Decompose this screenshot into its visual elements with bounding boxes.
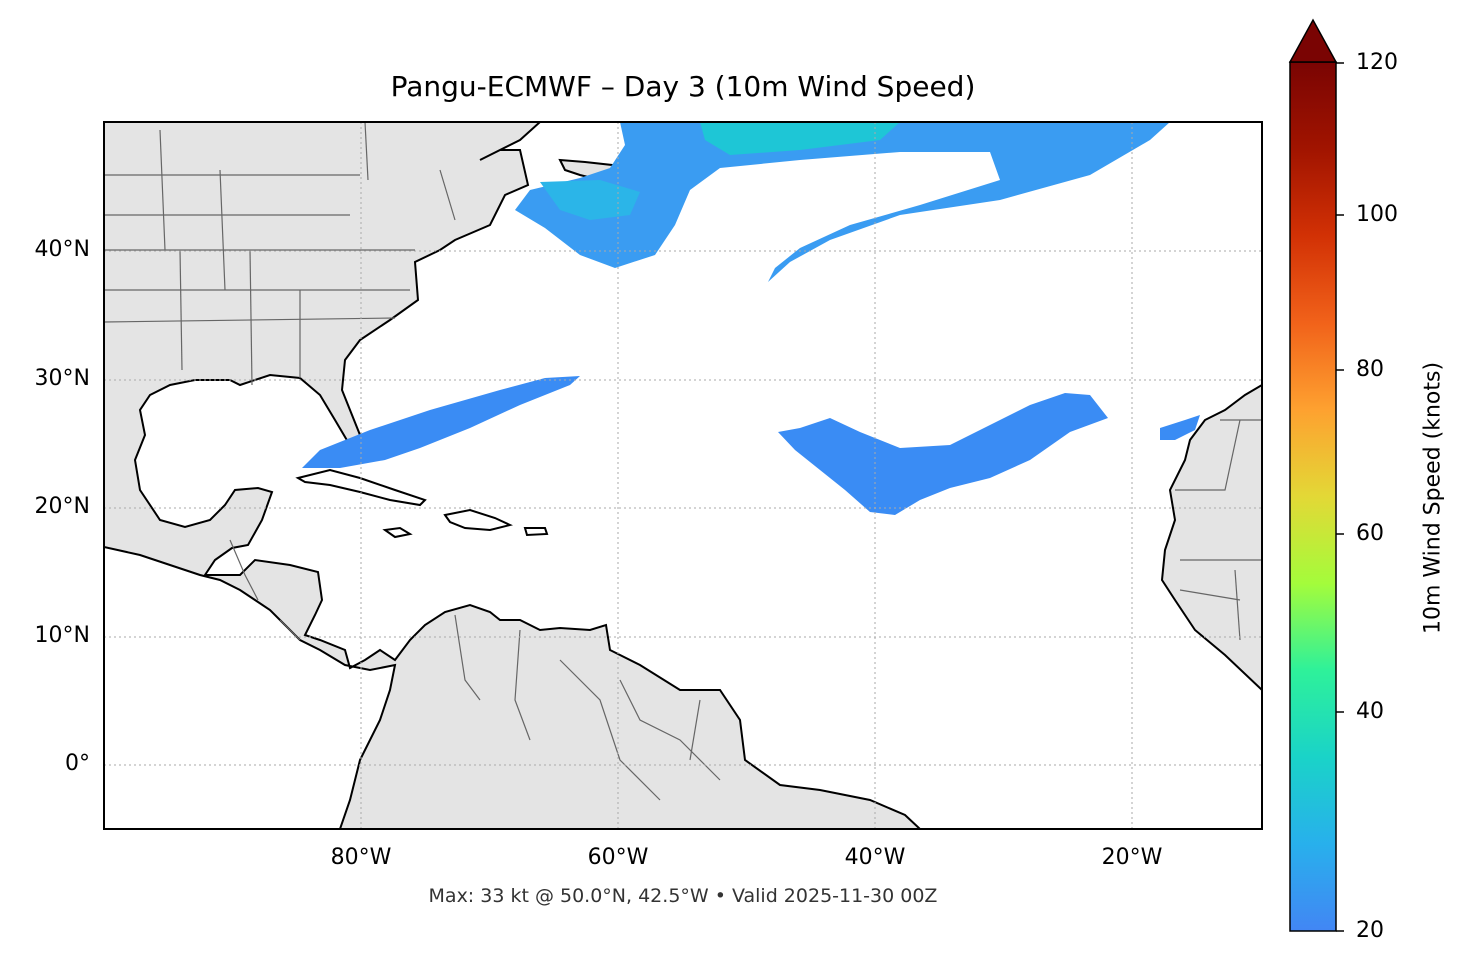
puerto-rico-land (523, 527, 549, 537)
lon-tick-label: 80°W (330, 845, 392, 870)
colorbar-tick-label: 120 (1356, 50, 1398, 75)
colorbar-tick-label: 80 (1356, 357, 1384, 382)
wind-swath-subtropical-band (778, 393, 1108, 515)
colorbar-extend-arrow (1288, 18, 1338, 63)
lon-tick-label: 60°W (587, 845, 649, 870)
lat-tick-label: 0° (65, 751, 90, 776)
colorbar-label: 10m Wind Speed (knots) (1420, 361, 1446, 635)
colorbar-tick-label: 20 (1356, 918, 1384, 943)
political-borders (104, 122, 1262, 801)
wind-swath-northeast-atlantic-jet (515, 122, 1170, 282)
map-border (103, 121, 1263, 830)
map-gridlines (104, 122, 1262, 829)
colorbar-tick-label: 60 (1356, 521, 1384, 546)
lat-tick-label: 40°N (34, 237, 90, 262)
north-america-land (104, 122, 922, 829)
colorbar-tick-label: 100 (1356, 202, 1398, 227)
lat-tick-label: 20°N (34, 494, 90, 519)
colorbar-tick-label: 40 (1356, 699, 1384, 724)
wind-swath-bahamas-band (302, 376, 580, 468)
wind-swath-mid-atlantic-streak (540, 180, 640, 220)
lon-tick-label: 40°W (844, 845, 906, 870)
jamaica-land (382, 526, 413, 539)
lon-tick-label: 20°W (1101, 845, 1163, 870)
africa-land (1160, 383, 1262, 692)
max-wind-caption: Max: 33 kt @ 50.0°N, 42.5°W • Valid 2025… (428, 885, 938, 907)
map-title: Pangu-ECMWF – Day 3 (10m Wind Speed) (390, 70, 976, 103)
wind-swath-canary-patch (1160, 415, 1200, 440)
hispaniola-land (443, 508, 513, 532)
colorbar (1288, 18, 1344, 932)
lat-tick-label: 10°N (34, 623, 90, 648)
lat-tick-label: 30°N (34, 366, 90, 391)
wind-swath-newfoundland-band (700, 122, 900, 155)
colorbar-gradient (1289, 61, 1337, 932)
